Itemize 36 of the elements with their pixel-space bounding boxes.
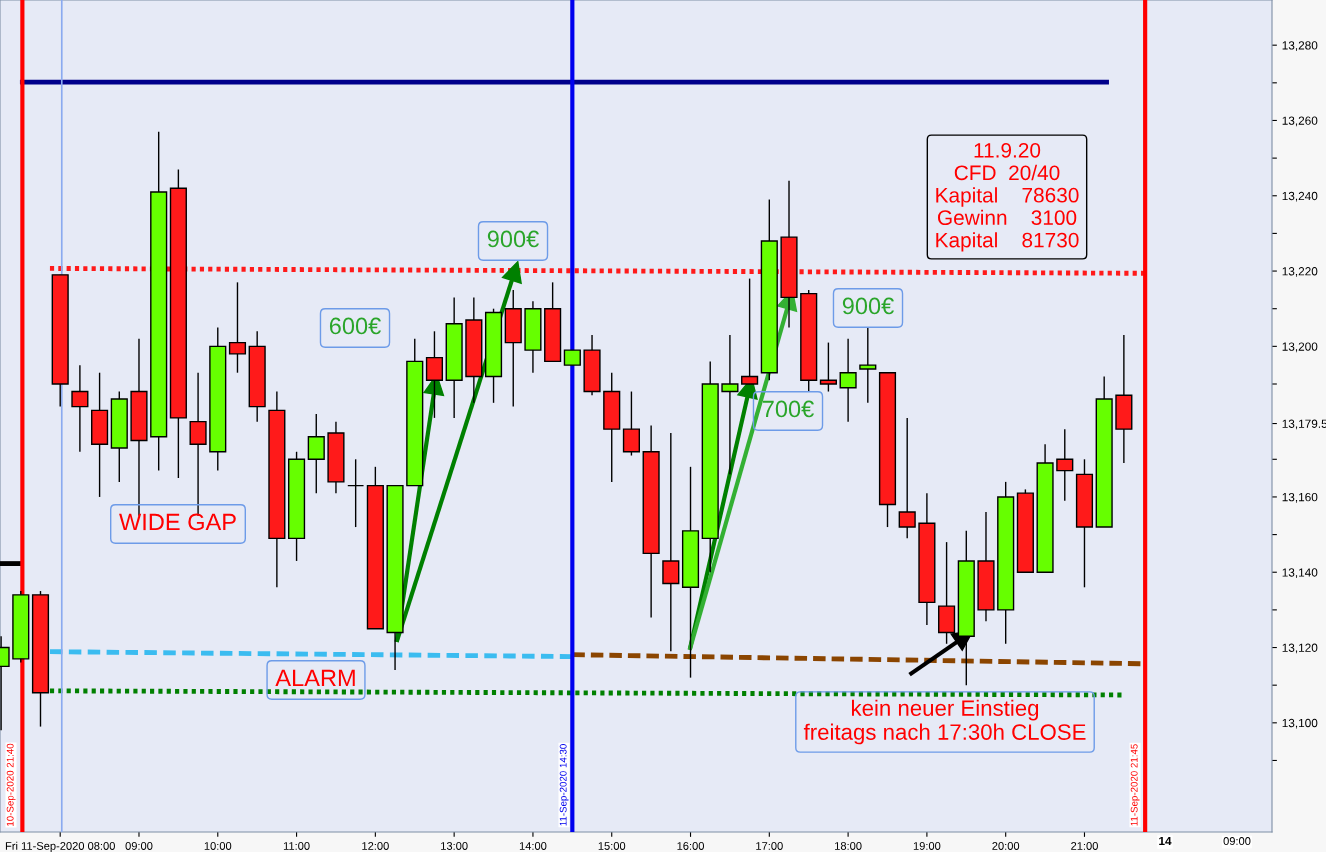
x-tick-label: 21:00	[1071, 842, 1098, 850]
x-tick-label: 17:00	[756, 842, 783, 850]
y-tick-label: 13,280	[1282, 41, 1318, 51]
text: 14	[1159, 836, 1172, 846]
y-tick-label: 13,140	[1282, 568, 1318, 579]
annotation: 10-Sep-2020 21:40	[6, 743, 16, 826]
x-tick-label: 20:00	[992, 842, 1020, 850]
annotation: 11.9.20 CFD 20/40 Kapital 78630 Gewinn 3100 Kapital 81730	[936, 142, 1079, 252]
x-tick-label: 15:00	[598, 842, 626, 850]
x-tick-label: 09:00	[125, 842, 153, 850]
x-tick-label: 19:00	[913, 842, 941, 850]
y-tick-label: 13,160	[1282, 492, 1318, 503]
x-tick-label: Fri 11-Sep-2020 08:00	[5, 841, 115, 852]
text: 09:00	[1223, 837, 1251, 845]
x-tick-label: 16:00	[677, 842, 704, 850]
x-tick-label: 13:00	[441, 842, 468, 850]
annotation: 900€	[842, 297, 894, 315]
annotation: 900€	[487, 230, 539, 248]
x-tick-label: 10:00	[204, 842, 232, 850]
annotation: 600€	[329, 317, 381, 335]
y-tick-label: 13,200	[1282, 342, 1318, 353]
x-tick-label: 18:00	[835, 842, 862, 850]
x-tick-label: 14:00	[519, 842, 547, 850]
y-tick-label: 13,260	[1282, 116, 1318, 127]
y-tick-label: 13,220	[1282, 267, 1318, 277]
annotation: 700€	[762, 400, 814, 418]
annotation: ALARM	[275, 669, 355, 687]
y-tick-label: 13,240	[1282, 191, 1318, 202]
annotation: WIDE GAP	[119, 513, 236, 531]
annotation: 11-Sep-2020 14:30	[559, 744, 569, 826]
annotation: kein neuer Einstieg freitags nach 17:30h CLOSE	[803, 699, 1086, 745]
y-tick-label: 13,100	[1282, 718, 1318, 729]
y-tick-label: 13,120	[1282, 643, 1318, 654]
x-tick-label: 11:00	[283, 842, 310, 850]
x-tick-label: 12:00	[362, 842, 389, 850]
annotation: 11-Sep-2020 21:45	[1130, 744, 1140, 826]
